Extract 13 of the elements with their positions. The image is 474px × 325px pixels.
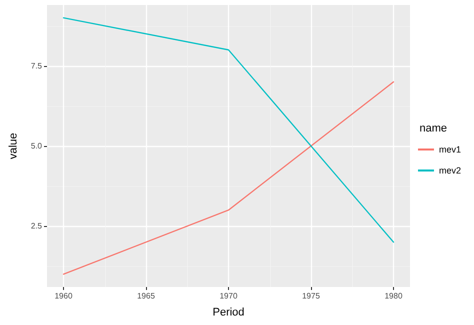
x-axis-title: Period [212,306,244,318]
x-tick-label: 1960 [54,292,73,300]
legend-label: mev1 [438,144,462,154]
y-axis-title: value [8,132,20,160]
x-tick-label: 1975 [302,292,320,300]
legend-title: name [419,122,448,134]
x-tick-label: 1970 [220,292,238,300]
y-tick-label: 7.5 [30,61,43,70]
x-tick-label: 1965 [137,292,156,300]
legend-label: mev2 [438,166,462,176]
y-tick-label: 2.5 [30,222,43,231]
x-tick-label: 1980 [384,292,403,300]
y-tick-label: 5.0 [30,142,43,150]
